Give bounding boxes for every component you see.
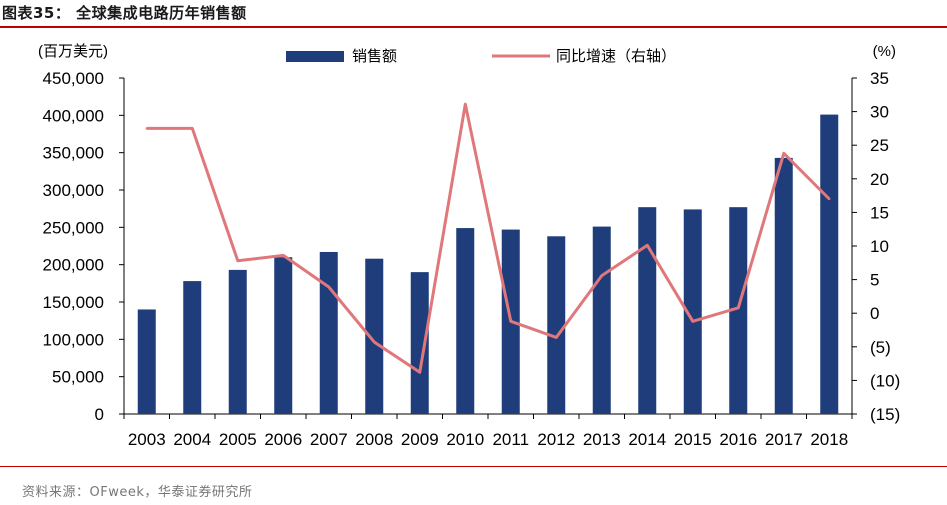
y-tick-label-left: 0 [95, 405, 104, 424]
x-tick-label: 2005 [219, 430, 257, 449]
y-tick-label-right: (15) [870, 405, 900, 424]
y-tick-label-left: 400,000 [43, 106, 104, 125]
x-tick-label: 2017 [765, 430, 803, 449]
x-tick-label: 2009 [401, 430, 439, 449]
x-tick-label: 2018 [810, 430, 848, 449]
bar-2009 [410, 272, 429, 414]
figure-title: 图表35： 全球集成电路历年销售额 [2, 4, 247, 22]
growth-rate-line [146, 102, 831, 374]
x-tick-label: 2003 [128, 430, 166, 449]
bar-2005 [228, 269, 247, 414]
growth-point-2008 [373, 340, 376, 344]
growth-point-2003 [145, 127, 148, 130]
y-tick-label-left: 450,000 [43, 69, 104, 88]
y-tick-label-left: 150,000 [43, 293, 104, 312]
y-tick-label-left: 250,000 [43, 218, 104, 237]
x-tick-label: 2015 [674, 430, 712, 449]
bar-2010 [456, 228, 475, 414]
bar-2015 [683, 209, 702, 414]
legend-swatch-bar [286, 51, 344, 62]
legend-label-bar: 销售额 [352, 48, 397, 65]
x-tick-label: 2010 [446, 430, 484, 449]
y-tick-label-left: 300,000 [43, 181, 104, 200]
y-tick-label-left: 200,000 [43, 256, 104, 275]
growth-point-2015 [691, 320, 694, 323]
x-tick-label: 2013 [583, 430, 621, 449]
bar-2012 [547, 236, 566, 414]
growth-point-2009 [418, 371, 421, 374]
y-tick-label-right: 20 [870, 170, 889, 189]
x-tick-label: 2006 [264, 430, 302, 449]
bar-2006 [274, 257, 293, 414]
growth-point-2014 [646, 244, 649, 247]
y-tick-label-right: (10) [870, 371, 900, 390]
growth-point-2017 [782, 152, 785, 155]
bar-2004 [183, 281, 202, 414]
bar-2018 [820, 114, 839, 414]
x-tick-label: 2007 [310, 430, 348, 449]
y-axis-right-label: (%) [873, 43, 896, 60]
legend-label-line: 同比增速（右轴） [556, 48, 676, 65]
y-tick-label-right: 35 [870, 69, 889, 88]
source-note: 资料来源：OFweek，华泰证券研究所 [22, 485, 253, 500]
title-divider [0, 26, 947, 28]
growth-point-2007 [327, 285, 330, 289]
x-tick-label: 2011 [492, 430, 529, 449]
y-tick-label-left: 100,000 [43, 330, 104, 349]
x-tick-label: 2008 [355, 430, 393, 449]
x-tick-label: 2012 [537, 430, 575, 449]
bar-2007 [319, 251, 338, 414]
growth-point-2013 [600, 274, 603, 277]
y-tick-label-right: 25 [870, 136, 889, 155]
y-tick-label-left: 50,000 [52, 368, 104, 387]
bar-2008 [365, 258, 384, 414]
bar-2016 [729, 207, 748, 414]
x-tick-label: 2016 [719, 430, 757, 449]
y-tick-label-right: 10 [870, 237, 889, 256]
growth-point-2004 [191, 127, 194, 130]
y-tick-label-left: 350,000 [43, 144, 104, 163]
bar-2013 [592, 226, 611, 414]
source-divider [0, 466, 947, 467]
title-bar: 图表35： 全球集成电路历年销售额 [0, 0, 947, 28]
bar-2003 [137, 309, 156, 414]
growth-point-2006 [282, 254, 285, 257]
y-axis-left-label: (百万美元) [38, 43, 108, 60]
y-tick-label-right: 30 [870, 103, 889, 122]
x-tick-label: 2014 [628, 430, 666, 449]
x-tick-label: 2004 [173, 430, 211, 449]
bar-2014 [638, 207, 657, 414]
bar-2017 [774, 157, 793, 415]
y-tick-label-right: (5) [870, 338, 891, 357]
growth-point-2011 [509, 320, 512, 323]
y-tick-label-right: 0 [870, 304, 879, 323]
y-tick-label-right: 5 [870, 271, 879, 290]
y-tick-label-right: 15 [870, 203, 889, 222]
growth-point-2018 [828, 197, 831, 201]
growth-point-2012 [555, 336, 558, 339]
growth-point-2016 [737, 306, 740, 310]
growth-point-2005 [236, 259, 239, 262]
growth-point-2010 [464, 103, 467, 106]
